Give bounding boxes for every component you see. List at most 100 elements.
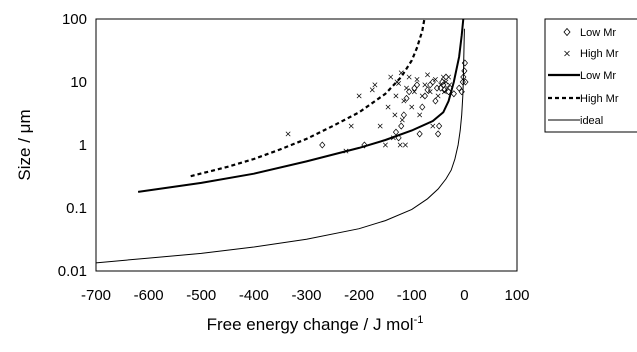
x-tick-label: -100 <box>397 287 427 304</box>
y-axis-title: Size / μm <box>15 109 34 180</box>
data-point-high-mr <box>409 104 415 110</box>
data-point-high-mr <box>401 98 407 104</box>
data-point-low-mr <box>419 103 426 111</box>
data-point-low-mr <box>424 86 431 94</box>
data-point-low-mr <box>450 90 457 98</box>
data-point-high-mr <box>443 79 449 85</box>
data-point-low-mr <box>433 84 441 92</box>
data-point-low-mr <box>406 88 413 96</box>
data-point-high-mr <box>402 142 408 148</box>
x-tick-label: -700 <box>81 287 111 304</box>
data-point-high-mr <box>406 74 412 80</box>
data-point-high-mr <box>385 104 391 110</box>
data-point-low-mr <box>441 86 448 94</box>
legend-label-ideal: ideal <box>580 115 603 127</box>
data-point-low-mr <box>456 84 463 92</box>
data-point-high-mr <box>388 74 394 80</box>
data-point-high-mr <box>397 142 403 148</box>
data-point-high-mr <box>414 76 420 82</box>
y-tick-label: 100 <box>62 11 87 28</box>
data-point-high-mr <box>446 74 452 80</box>
data-point-low-mr <box>434 130 442 138</box>
data-point-high-mr <box>285 131 291 137</box>
data-point-high-mr <box>432 76 438 82</box>
data-point-low-mr <box>461 59 468 67</box>
data-point-low-mr <box>427 81 434 89</box>
data-point-low-mr <box>439 78 446 86</box>
y-tick-label: 0.01 <box>58 263 87 280</box>
plot-area <box>96 19 469 264</box>
x-axis-title: Free energy change / J mol-1 <box>207 314 424 334</box>
high-mr-dashed-line <box>190 19 426 178</box>
data-point-low-mr <box>442 73 450 81</box>
y-tick-label: 10 <box>70 74 87 91</box>
legend-label-low-mr-line: Low Mr <box>580 70 616 82</box>
legend-label-high-mr-line: High Mr <box>580 93 619 105</box>
x-axis-title-superscript: -1 <box>414 314 424 326</box>
low-mr-solid-thick-line <box>137 19 465 193</box>
data-point-high-mr <box>377 123 383 129</box>
data-point-high-mr <box>440 74 446 80</box>
data-point-high-mr <box>419 93 425 99</box>
legend-label-low-mr-points: Low Mr <box>580 27 616 39</box>
y-tick-label: 1 <box>79 137 87 154</box>
data-point-low-mr <box>436 122 443 130</box>
data-point-high-mr <box>348 123 354 129</box>
data-point-low-mr <box>403 94 410 102</box>
data-point-high-mr <box>369 87 375 93</box>
legend-item-high-mr-line: High Mr <box>548 93 619 105</box>
data-point-high-mr <box>382 142 388 148</box>
data-point-high-mr <box>417 112 423 118</box>
data-point-high-mr <box>392 112 398 118</box>
data-point-high-mr <box>430 123 436 129</box>
x-tick-label: -500 <box>186 287 216 304</box>
x-axis-title-main: Free energy change / J mol <box>207 315 414 334</box>
data-point-low-mr <box>319 141 326 149</box>
legend-item-ideal: ideal <box>548 115 603 127</box>
x-tick-label: -400 <box>239 287 269 304</box>
data-point-high-mr <box>372 82 378 88</box>
legend-diamond-marker <box>563 27 571 37</box>
x-tick-label: -600 <box>134 287 164 304</box>
data-point-high-mr <box>411 89 417 95</box>
x-tick-label: -200 <box>344 287 374 304</box>
data-point-low-mr <box>413 81 421 89</box>
data-point-low-mr <box>400 111 407 119</box>
data-point-low-mr <box>416 130 423 138</box>
data-point-high-mr <box>445 85 450 91</box>
legend: Low Mr High Mr Low Mr High Mr ideal <box>544 18 637 133</box>
data-point-high-mr <box>422 82 428 88</box>
legend-item-low-mr-points: Low Mr <box>563 27 616 39</box>
data-point-low-mr <box>429 78 436 86</box>
data-point-high-mr <box>427 89 433 95</box>
legend-cross-marker <box>564 50 570 57</box>
ideal-solid-thin-line <box>96 28 465 264</box>
data-point-high-mr <box>435 93 441 99</box>
tick-layer: -700 -600 -500 -400 -300 -200 -100 0 100 0.01 0.1 1… <box>58 11 530 304</box>
data-point-high-mr <box>356 93 362 99</box>
data-point-low-mr <box>421 92 428 100</box>
data-point-high-mr <box>447 82 453 88</box>
legend-item-low-mr-line: Low Mr <box>548 70 616 82</box>
data-point-high-mr <box>393 93 399 99</box>
data-point-high-mr <box>404 85 409 91</box>
data-point-low-mr <box>392 128 400 136</box>
data-point-low-mr <box>461 67 468 75</box>
legend-label-high-mr-points: High Mr <box>580 48 619 60</box>
data-point-low-mr <box>432 97 439 105</box>
data-point-high-mr <box>396 80 402 86</box>
plot-frame <box>95 18 518 272</box>
data-point-low-mr <box>361 141 368 149</box>
plot-layer <box>96 19 469 264</box>
data-point-low-mr <box>398 122 405 130</box>
legend-item-high-mr-points: High Mr <box>564 48 619 60</box>
x-tick-label: 100 <box>504 287 529 304</box>
data-point-high-mr <box>438 82 444 88</box>
data-point-high-mr <box>425 72 430 78</box>
data-point-high-mr <box>399 117 405 123</box>
x-tick-label: 0 <box>460 287 468 304</box>
x-tick-label: -300 <box>291 287 321 304</box>
y-tick-label: 0.1 <box>66 200 87 217</box>
data-point-low-mr <box>445 88 452 96</box>
